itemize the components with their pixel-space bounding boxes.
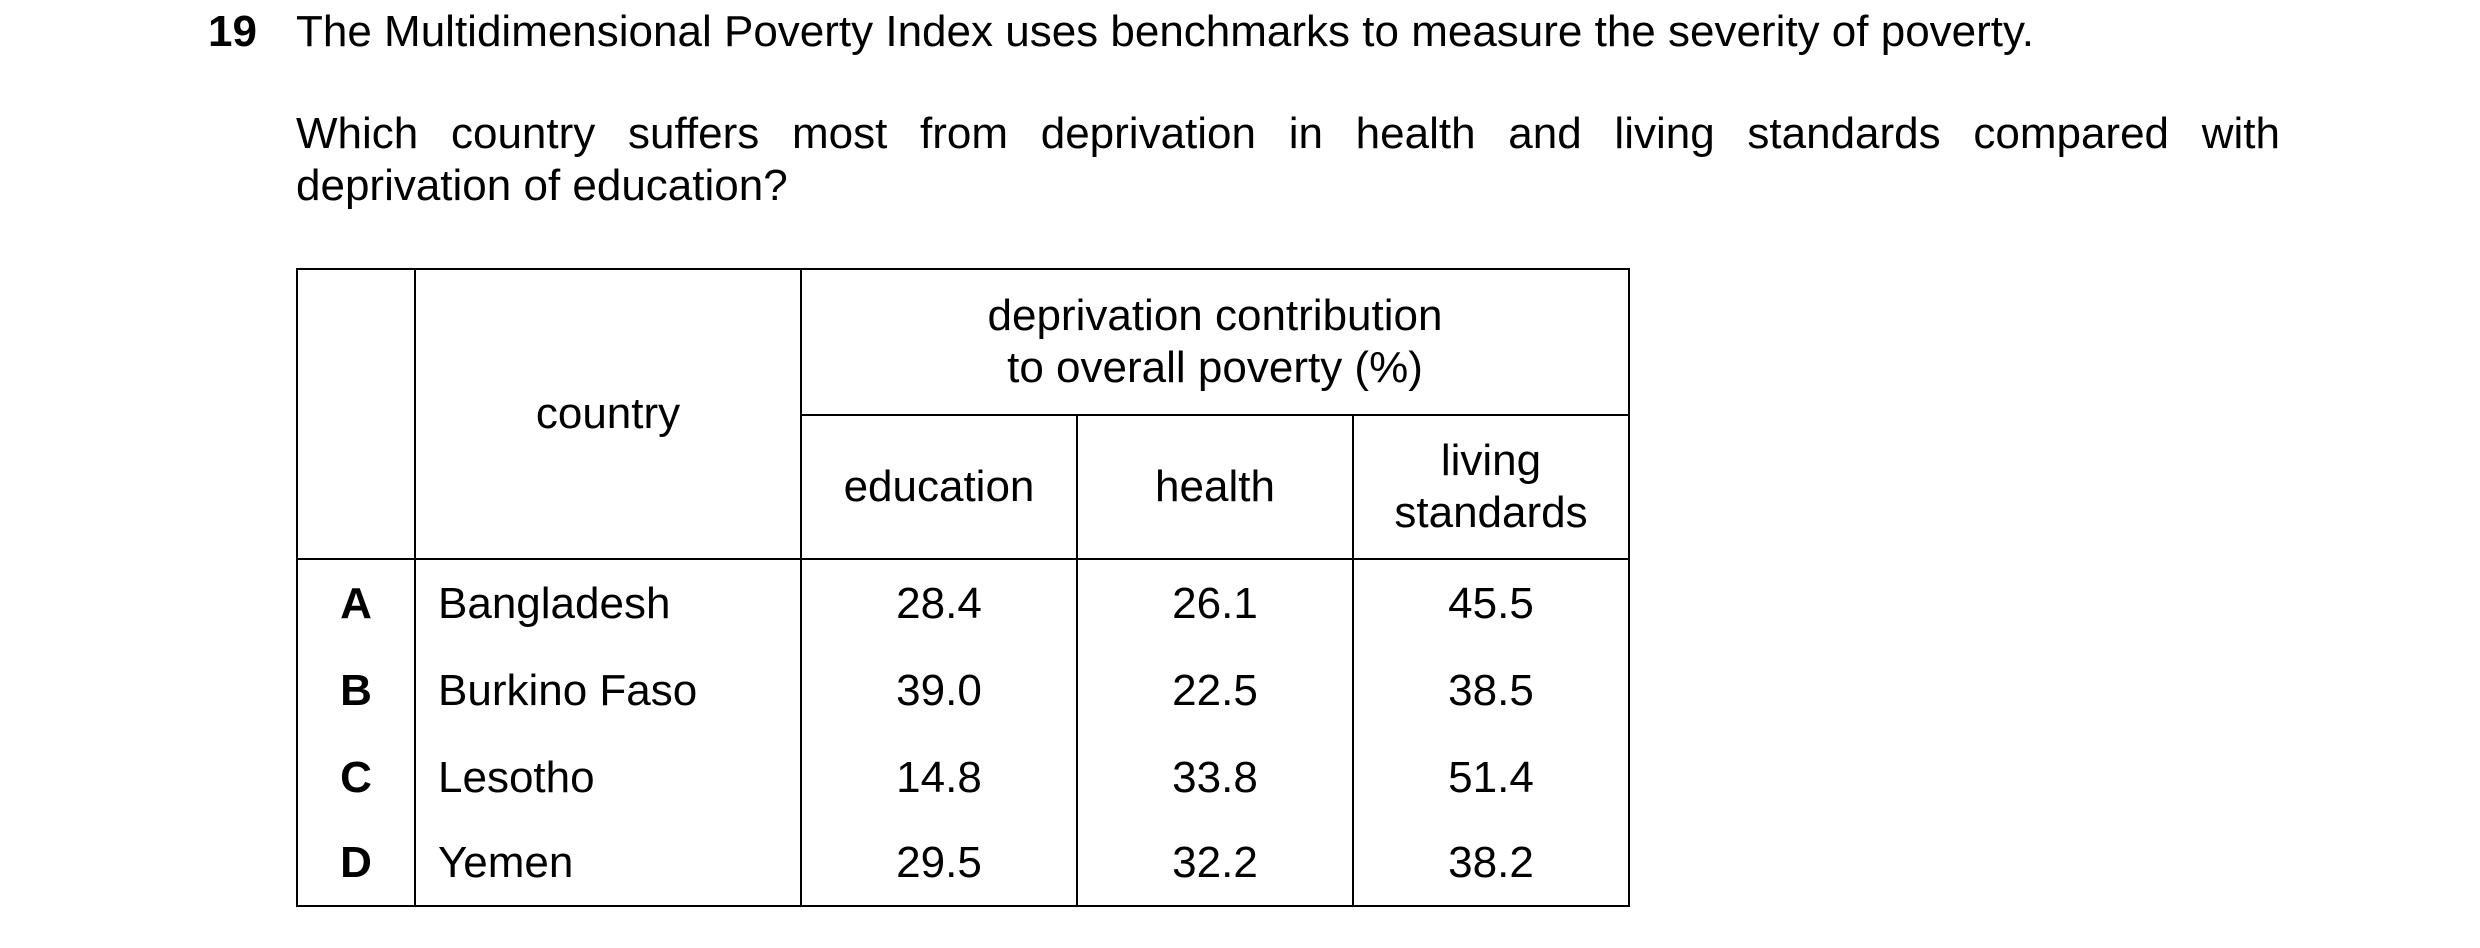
education-value: 28.4: [801, 558, 1078, 647]
table-row: A Bangladesh 28.4 26.1 45.5: [296, 558, 1630, 647]
education-value: 14.8: [801, 734, 1078, 821]
country-name: Burkino Faso: [415, 647, 802, 734]
header-living-line-1: living: [1440, 436, 1542, 485]
question-prompt-line-1: Which country suffers most from deprivat…: [296, 109, 2280, 158]
question-stem: The Multidimensional Poverty Index uses …: [296, 7, 2034, 56]
header-deprivation-contribution: deprivation contribution to overall pove…: [800, 268, 1630, 416]
living-standards-value: 45.5: [1353, 558, 1630, 647]
health-value: 22.5: [1077, 647, 1354, 734]
header-country: country: [414, 268, 802, 560]
header-living-line-2: standards: [1394, 488, 1588, 537]
living-standards-value: 38.2: [1353, 821, 1630, 907]
option-letter: B: [296, 647, 416, 734]
health-value: 32.2: [1077, 821, 1354, 907]
education-value: 39.0: [801, 647, 1078, 734]
header-group-line-2: to overall poverty (%): [1007, 343, 1423, 392]
table-row: C Lesotho 14.8 33.8 51.4: [296, 734, 1630, 821]
poverty-table: country deprivation contribution to over…: [296, 268, 1630, 907]
header-education: education: [800, 414, 1078, 560]
question-number: 19: [208, 7, 257, 56]
country-name: Bangladesh: [415, 558, 802, 647]
option-letter: C: [296, 734, 416, 821]
education-value: 29.5: [801, 821, 1078, 907]
health-value: 26.1: [1077, 558, 1354, 647]
header-living-standards: living standards: [1352, 414, 1630, 560]
header-letter-cell: [296, 268, 416, 560]
table-row: B Burkino Faso 39.0 22.5 38.5: [296, 647, 1630, 734]
question-prompt: Which country suffers most from deprivat…: [296, 108, 2280, 212]
country-name: Lesotho: [415, 734, 802, 821]
living-standards-value: 51.4: [1353, 734, 1630, 821]
option-letter: D: [296, 821, 416, 907]
header-health: health: [1076, 414, 1354, 560]
question-prompt-line-2: deprivation of education?: [296, 161, 788, 210]
health-value: 33.8: [1077, 734, 1354, 821]
living-standards-value: 38.5: [1353, 647, 1630, 734]
table-row: D Yemen 29.5 32.2 38.2: [296, 821, 1630, 907]
option-letter: A: [296, 558, 416, 647]
header-group-line-1: deprivation contribution: [987, 291, 1443, 340]
country-name: Yemen: [415, 821, 802, 907]
